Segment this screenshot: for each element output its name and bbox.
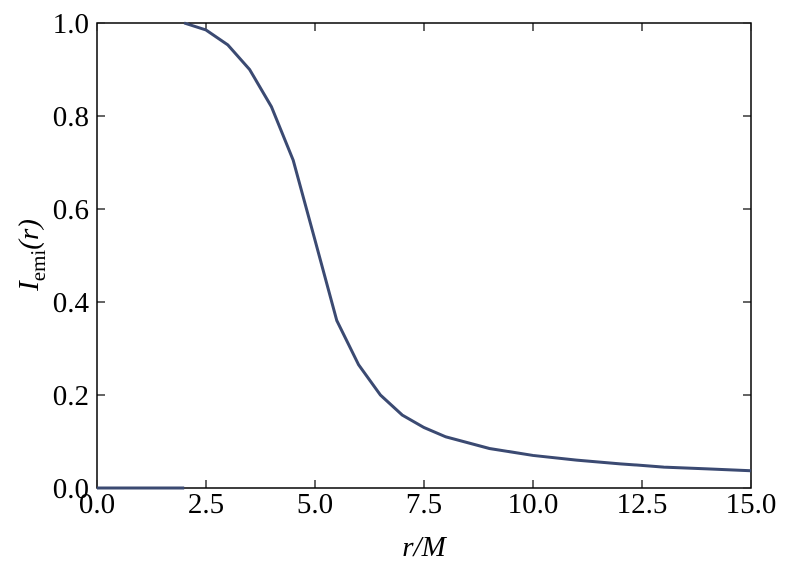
y-axis-label: Iemi(r) [13,219,50,292]
x-tick-label: 2.5 [188,488,224,520]
y-label-subscript: emi [26,250,50,282]
y-tick-label: 0.8 [53,101,89,133]
y-label-argument: (r) [13,219,45,250]
y-tick-label: 0.6 [53,194,89,226]
y-tick-label: 0.4 [53,287,90,319]
x-tick-label: 15.0 [726,488,777,520]
line-series [97,21,752,490]
x-tick-label: 7.5 [406,488,442,520]
y-label-symbol: I [13,280,45,292]
x-tick-label: 0.0 [79,488,115,520]
x-axis-label: r/M [402,531,447,563]
x-tick-label: 5.0 [297,488,333,520]
x-tick-label: 12.5 [617,488,668,520]
y-tick-label: 1.0 [53,8,89,40]
y-tick-label: 0.2 [53,380,89,412]
plot-frame [96,22,752,489]
y-tick-label: 0.0 [53,473,89,505]
x-tick-label: 10.0 [508,488,559,520]
